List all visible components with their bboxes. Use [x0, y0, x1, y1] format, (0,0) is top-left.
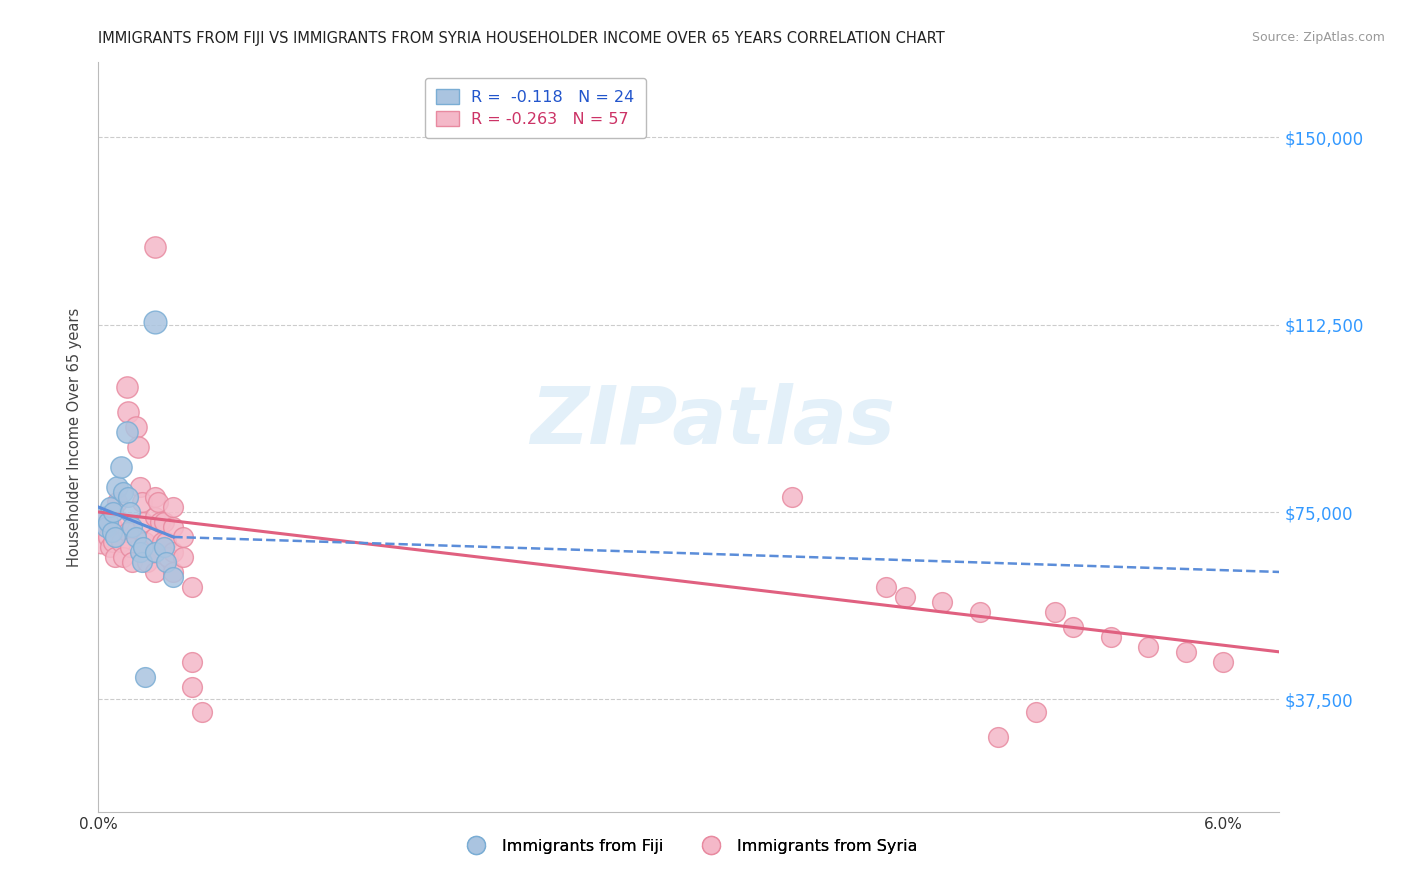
- Point: [105, 480, 128, 494]
- Point: [104, 530, 127, 544]
- Point: [156, 549, 179, 564]
- Point: [94, 520, 117, 534]
- Point: [105, 495, 128, 509]
- Point: [125, 420, 148, 434]
- Point: [121, 555, 143, 569]
- Point: [132, 515, 155, 529]
- Point: [100, 520, 122, 534]
- Point: [931, 595, 953, 609]
- Point: [162, 500, 184, 514]
- Point: [148, 495, 170, 509]
- Point: [143, 545, 166, 559]
- Point: [117, 490, 139, 504]
- Point: [150, 535, 173, 549]
- Point: [1137, 640, 1160, 654]
- Point: [134, 670, 156, 684]
- Point: [117, 524, 139, 539]
- Point: [149, 515, 172, 529]
- Point: [190, 705, 212, 719]
- Point: [134, 535, 156, 549]
- Point: [91, 524, 114, 539]
- Point: [104, 549, 127, 564]
- Legend: Immigrants from Fiji, Immigrants from Syria: Immigrants from Fiji, Immigrants from Sy…: [454, 832, 924, 860]
- Point: [103, 505, 125, 519]
- Point: [181, 655, 204, 669]
- Point: [98, 500, 121, 514]
- Point: [100, 524, 122, 539]
- Point: [121, 520, 143, 534]
- Point: [172, 530, 194, 544]
- Point: [162, 520, 184, 534]
- Point: [120, 505, 142, 519]
- Point: [143, 530, 166, 544]
- Point: [128, 480, 150, 494]
- Point: [131, 495, 153, 509]
- Point: [162, 570, 184, 584]
- Point: [110, 535, 132, 549]
- Point: [181, 580, 204, 594]
- Point: [875, 580, 897, 594]
- Point: [153, 515, 176, 529]
- Point: [110, 460, 132, 475]
- Point: [98, 540, 121, 554]
- Point: [120, 540, 142, 554]
- Point: [1043, 605, 1066, 619]
- Point: [155, 535, 177, 549]
- Text: ZIPatlas: ZIPatlas: [530, 383, 896, 461]
- Point: [155, 555, 177, 569]
- Point: [132, 540, 155, 554]
- Point: [1062, 620, 1084, 634]
- Point: [115, 425, 138, 439]
- Point: [97, 515, 120, 529]
- Point: [143, 240, 166, 254]
- Point: [93, 510, 115, 524]
- Point: [969, 605, 991, 619]
- Point: [143, 490, 166, 504]
- Point: [143, 315, 166, 329]
- Point: [131, 555, 153, 569]
- Point: [172, 549, 194, 564]
- Point: [115, 380, 138, 394]
- Point: [181, 680, 204, 694]
- Y-axis label: Householder Income Over 65 years: Householder Income Over 65 years: [67, 308, 83, 566]
- Point: [1174, 645, 1197, 659]
- Point: [111, 549, 134, 564]
- Text: IMMIGRANTS FROM FIJI VS IMMIGRANTS FROM SYRIA HOUSEHOLDER INCOME OVER 65 YEARS C: IMMIGRANTS FROM FIJI VS IMMIGRANTS FROM …: [98, 31, 945, 46]
- Point: [136, 555, 159, 569]
- Point: [153, 540, 176, 554]
- Point: [893, 590, 915, 604]
- Point: [127, 440, 149, 454]
- Point: [94, 510, 117, 524]
- Point: [143, 565, 166, 579]
- Point: [108, 515, 131, 529]
- Text: Source: ZipAtlas.com: Source: ZipAtlas.com: [1251, 31, 1385, 45]
- Point: [162, 545, 184, 559]
- Point: [143, 545, 166, 559]
- Point: [111, 485, 134, 500]
- Point: [987, 730, 1010, 744]
- Point: [97, 530, 120, 544]
- Point: [117, 405, 139, 419]
- Point: [128, 545, 150, 559]
- Point: [125, 530, 148, 544]
- Point: [1025, 705, 1047, 719]
- Point: [1212, 655, 1234, 669]
- Point: [143, 510, 166, 524]
- Point: [780, 490, 803, 504]
- Point: [103, 535, 125, 549]
- Point: [1099, 630, 1122, 644]
- Point: [162, 565, 184, 579]
